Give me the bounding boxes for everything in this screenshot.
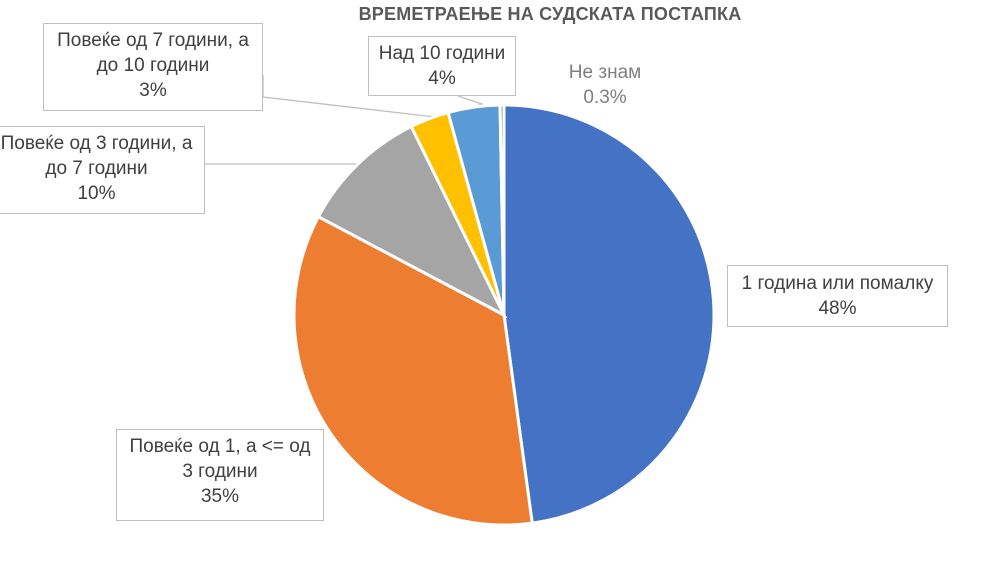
- data-label-over-10-years: Над 10 години 4%: [368, 36, 516, 96]
- chart-title: ВРЕМЕТРАЕЊЕ НА СУДСКАТА ПОСТАПКА: [358, 4, 742, 24]
- data-label-1-year-or-less: 1 година или помалку 48%: [727, 265, 948, 327]
- pie-slice-dont-know: [498, 103, 506, 316]
- data-label-3-to-7-years: Повеќе од 3 години, а до 7 години 10%: [0, 126, 205, 214]
- pie-slice-3-to-7-years: [316, 124, 508, 319]
- data-label-7-to-10-years: Повеќе од 7 години, а до 10 години 3%: [43, 23, 263, 111]
- pie-slice-1-to-3-years: [292, 214, 534, 527]
- data-label-dont-know: Не знам 0.3%: [568, 62, 642, 108]
- data-label-1-to-3-years: Повеќе од 1, а <= од 3 години 35%: [116, 429, 324, 521]
- pie-slice-1-year-or-less: [502, 103, 716, 525]
- pie-slices: [292, 103, 716, 527]
